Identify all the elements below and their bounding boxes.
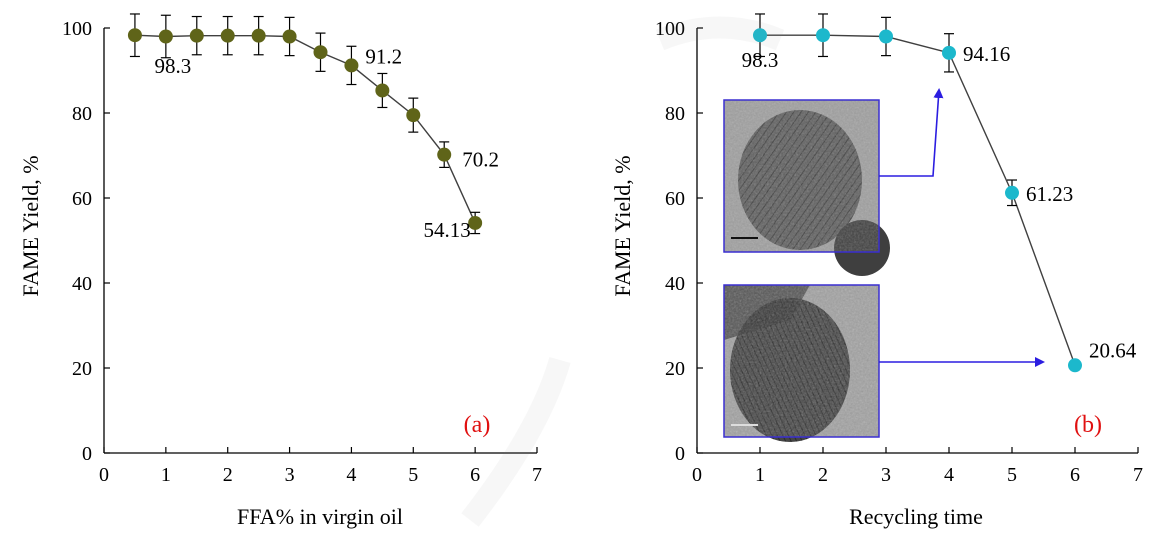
panel-b-x-tick-label: 0 (692, 464, 702, 486)
panel-a-data-point (127, 28, 142, 43)
panel-b-x-tick-label: 1 (755, 464, 765, 486)
panel-a-x-tick-label: 6 (470, 464, 480, 486)
panel-b-y-tick-label: 0 (675, 443, 685, 465)
panel-a-data-point (437, 147, 452, 162)
watermark (461, 16, 785, 527)
panel-a-data-point (220, 28, 235, 43)
panel-a-x-tick-label: 1 (161, 464, 171, 486)
panel-a-tag: (a) (464, 412, 491, 438)
panel-a-data-label: 98.3 (155, 54, 192, 78)
panel-b-x-tick-label: 4 (944, 464, 954, 486)
panel-b-x-tick-label: 2 (818, 464, 828, 486)
panel-a-y-tick-label: 0 (82, 443, 92, 465)
panel-b-ylabel: FAME Yield, % (610, 155, 635, 296)
inset-arrow-fresh (879, 88, 944, 177)
panel-b-xlabel: Recycling time (849, 504, 983, 529)
panel-a-x-tick-label: 2 (223, 464, 233, 486)
panel-a-data-label: 91.2 (365, 44, 402, 68)
tem-inset-fresh (723, 99, 890, 276)
panel-b-y-tick-label: 40 (665, 273, 685, 295)
panel-b-data-point (1005, 185, 1019, 200)
panel-a-y-tick-label: 80 (72, 103, 92, 125)
panel-a-ylabel: FAME Yield, % (18, 155, 43, 296)
panel-a-data-point (344, 58, 359, 73)
panel-a-data-point (189, 28, 204, 43)
tem-inset-reused (723, 284, 880, 442)
panel-a-y-tick-label: 20 (72, 358, 92, 380)
panel-a-x-tick-label: 4 (346, 464, 356, 486)
panel-b-data-point (942, 45, 956, 60)
panel-b-chart: FAME Yield, % Recycling time (b) (610, 13, 1143, 529)
panel-a-chart: FAME Yield, % FFA% in virgin oil (a) 020… (18, 13, 542, 529)
panel-b-data-label: 98.3 (742, 48, 779, 72)
panel-b-data-point (879, 29, 893, 44)
panel-b-tag: (b) (1074, 412, 1102, 438)
panel-b-data-label: 61.23 (1026, 182, 1073, 206)
panel-b-y-tick-label: 20 (665, 358, 685, 380)
panel-b-y-tick-label: 80 (665, 103, 685, 125)
panel-a-data-label: 54.13 (424, 218, 471, 242)
panel-a-data-point (406, 108, 421, 123)
panel-a-x-tick-label: 7 (532, 464, 542, 486)
panel-a-data-point (251, 28, 266, 43)
panel-a-x-tick-label: 3 (285, 464, 295, 486)
panel-a-x-tick-label: 5 (408, 464, 418, 486)
panel-b-data-point (816, 28, 830, 43)
panel-b-x-tick-label: 6 (1070, 464, 1080, 486)
panel-a-y-tick-label: 100 (62, 18, 92, 40)
panel-a-data-point (313, 45, 328, 60)
panel-a-data-label: 70.2 (462, 148, 499, 172)
panel-a-data-point (282, 29, 297, 44)
panel-b-data-point (753, 28, 767, 43)
panel-a-x-tick-label: 0 (99, 464, 109, 486)
panel-a-y-tick-label: 40 (72, 273, 92, 295)
panel-b-series-line (760, 34, 1076, 366)
panel-a-data-point (158, 29, 173, 44)
panel-a-data-point (468, 215, 483, 230)
panel-b-y-tick-label: 100 (655, 18, 685, 40)
panel-b-x-tick-label: 7 (1133, 464, 1143, 486)
panel-a-y-tick-label: 60 (72, 188, 92, 210)
panel-a-xlabel: FFA% in virgin oil (237, 504, 403, 529)
panel-a-data-point (375, 83, 390, 98)
panel-b-y-tick-label: 60 (665, 188, 685, 210)
panel-b-data-point (1068, 358, 1082, 373)
panel-b-data-label: 94.16 (963, 42, 1010, 66)
panel-b-data-label: 20.64 (1089, 338, 1137, 362)
panel-b-x-tick-label: 5 (1007, 464, 1017, 486)
panel-b-x-tick-label: 3 (881, 464, 891, 486)
